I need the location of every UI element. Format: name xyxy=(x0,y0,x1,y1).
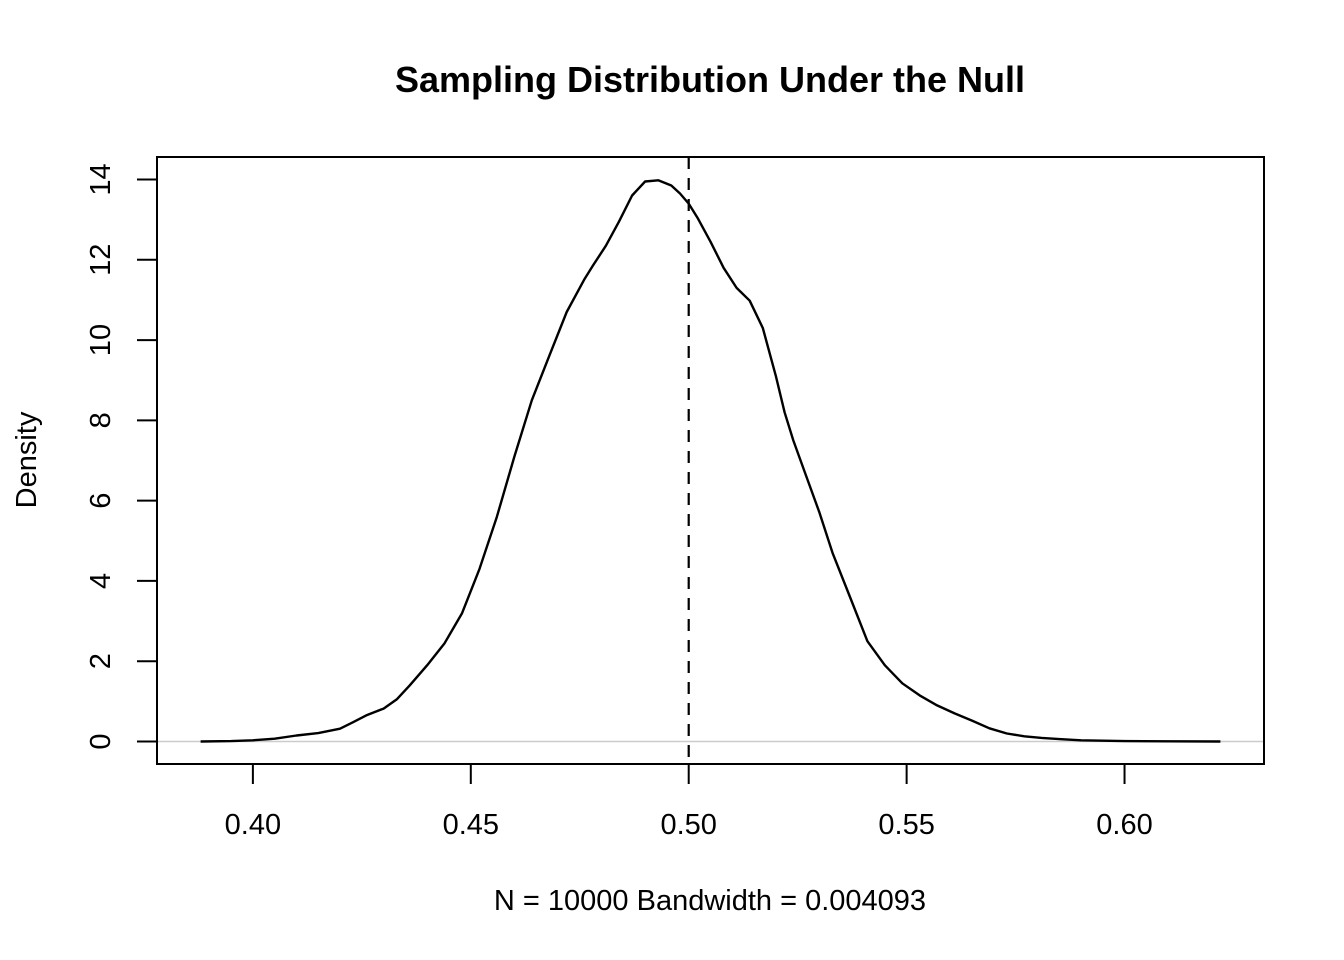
chart-title: Sampling Distribution Under the Null xyxy=(395,59,1025,100)
y-tick-label: 14 xyxy=(85,163,117,195)
x-tick-label: 0.55 xyxy=(878,809,934,841)
x-tick-label: 0.45 xyxy=(443,809,499,841)
y-axis-label: Density xyxy=(11,411,43,508)
y-tick-label: 8 xyxy=(85,412,117,428)
y-tick-label: 0 xyxy=(85,733,117,749)
x-tick-label: 0.60 xyxy=(1096,809,1152,841)
y-axis: 0 2 4 6 8 10 12 14 xyxy=(85,163,158,750)
y-tick-label: 6 xyxy=(85,493,117,509)
x-axis: 0.40 0.45 0.50 0.55 0.60 xyxy=(225,763,1153,841)
y-tick-label: 4 xyxy=(85,573,117,589)
plot-frame xyxy=(156,156,1265,765)
y-tick-label: 2 xyxy=(85,653,117,669)
x-axis-label: N = 10000 Bandwidth = 0.004093 xyxy=(494,885,926,917)
x-tick-label: 0.40 xyxy=(225,809,281,841)
y-tick-label: 12 xyxy=(85,244,117,276)
density-curve-layer xyxy=(200,179,1221,743)
y-tick-label: 10 xyxy=(85,324,117,356)
x-tick-label: 0.50 xyxy=(660,809,716,841)
density-curve xyxy=(200,179,1221,743)
